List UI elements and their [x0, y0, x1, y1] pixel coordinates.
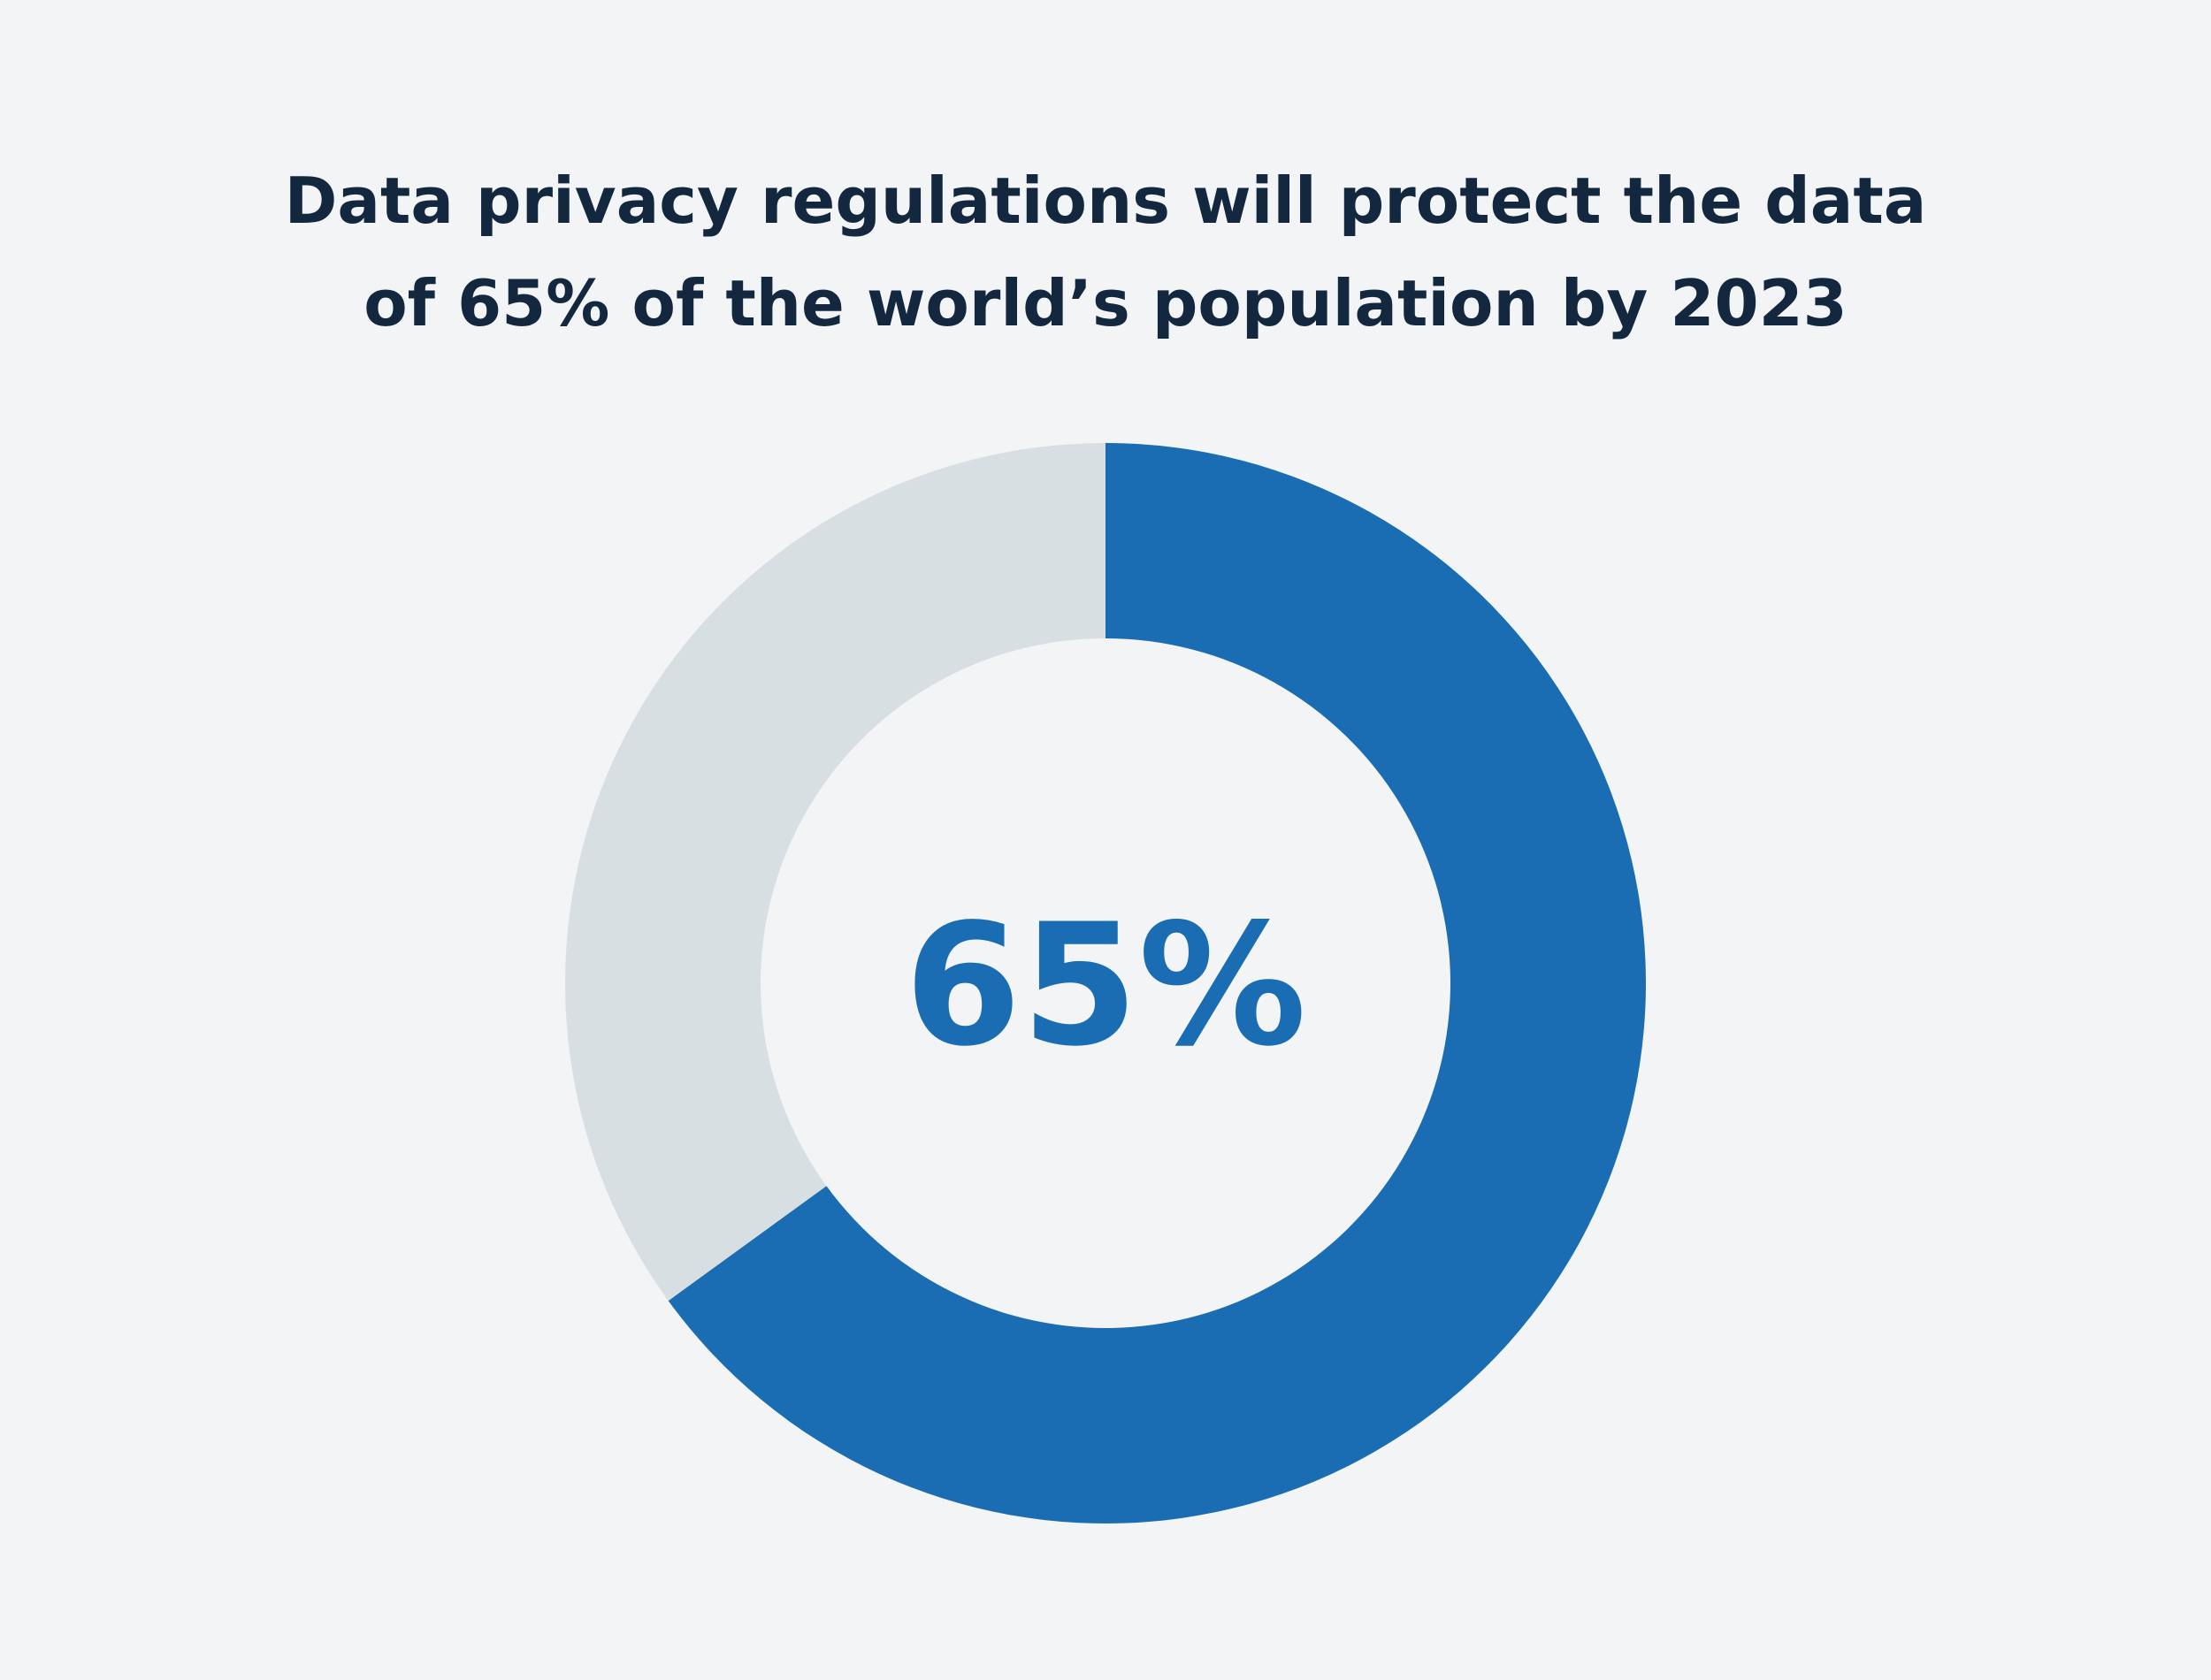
chart-title: Data privacy regulations will protect th… [285, 164, 1927, 238]
donut-segment [668, 443, 1646, 1523]
chart-title: of 65% of the world’s population by 2023 [363, 266, 1848, 340]
center-label: 65% [905, 888, 1307, 1083]
donut-segment [564, 443, 1106, 1302]
